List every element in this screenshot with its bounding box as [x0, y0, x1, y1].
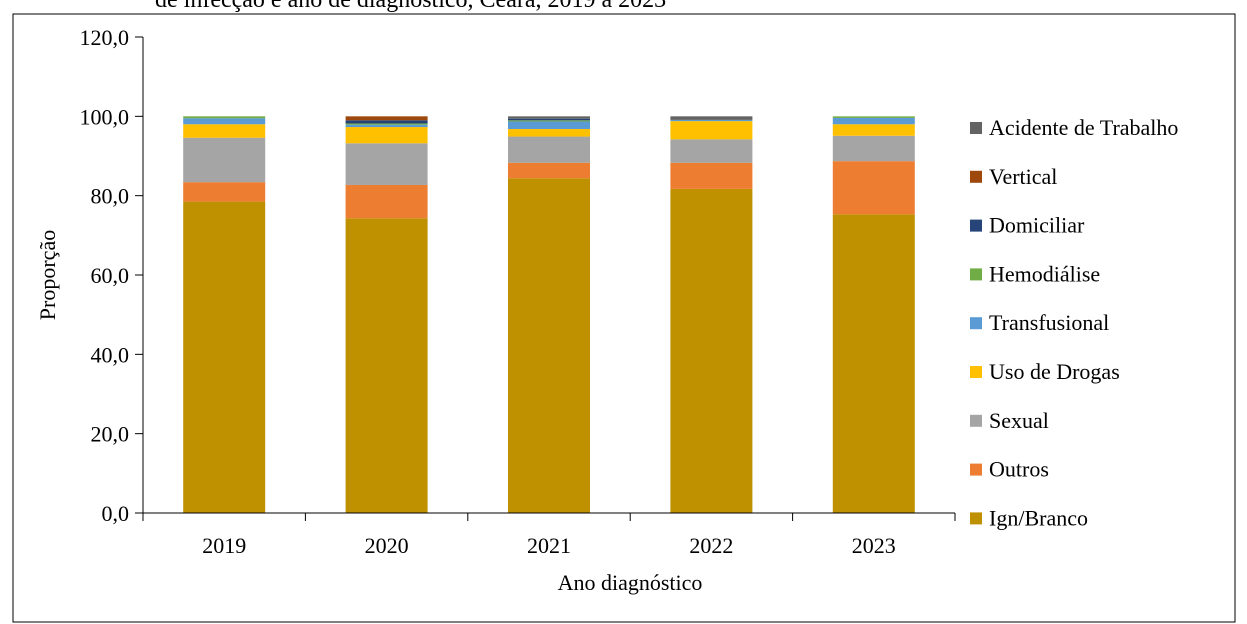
- x-tick-label: 2020: [365, 533, 409, 558]
- y-ticks-group: 0,0 20,0 40,0 60,0 80,0 100,0 120,0: [80, 25, 143, 526]
- bar-segment-transfusional-2021: [508, 121, 590, 130]
- bar-segment-hemodialise-2019: [183, 116, 266, 119]
- bar-segment-domiciliar-2020: [345, 120, 428, 124]
- bar-segment-vertical-2020: [345, 116, 428, 121]
- legend-swatch-outros: [970, 463, 982, 476]
- y-tick-label: 100,0: [80, 104, 130, 129]
- bar-segment-sexual-2022: [670, 139, 753, 163]
- y-axis-title: Proporção: [35, 230, 60, 320]
- bar-segment-uso-de-drogas-2020: [345, 127, 428, 144]
- legend-swatch-acidente-de-trabalho: [970, 122, 982, 134]
- y-tick-label: 40,0: [91, 342, 130, 367]
- bar-segment-sexual-2019: [183, 137, 266, 183]
- y-tick-label: 80,0: [91, 184, 130, 209]
- bar-segment-transfusional-2022: [670, 119, 753, 122]
- y-tick-label: 120,0: [80, 25, 130, 50]
- bar-segment-acidente-de-trabalho-2022: [670, 116, 753, 120]
- bar-segment-hemodialise-2020: [345, 123, 428, 125]
- x-tick-label: 2022: [689, 533, 733, 558]
- bar-segment-domiciliar-2021: [508, 118, 590, 121]
- legend-label-sexual: Sexual: [989, 408, 1049, 433]
- bar-segment-uso-de-drogas-2022: [670, 121, 753, 140]
- x-axis-title: Ano diagnóstico: [558, 570, 703, 595]
- bar-segment-uso-de-drogas-2019: [183, 124, 266, 138]
- legend-label-acidente-de-trabalho: Acidente de Trabalho: [989, 115, 1178, 140]
- legend-swatch-vertical: [970, 170, 982, 183]
- legend-swatch-transfusional: [970, 317, 982, 330]
- legend-label-hemodialise: Hemodiálise: [989, 261, 1100, 286]
- bar-segment-outros-2020: [345, 184, 428, 219]
- legend-swatch-sexual: [970, 414, 982, 427]
- legend: Acidente de Trabalho Vertical Domiciliar He…: [970, 115, 1178, 530]
- bar-segment-ign-branco-2022: [670, 188, 753, 513]
- legend-label-ign-branco: Ign/Branco: [989, 505, 1088, 530]
- legend-label-domiciliar: Domiciliar: [989, 213, 1085, 238]
- x-tick-label: 2021: [527, 533, 571, 558]
- bar-segment-outros-2021: [508, 162, 590, 179]
- legend-swatch-uso-de-drogas: [970, 366, 982, 378]
- bar-segment-transfusional-2019: [183, 118, 266, 125]
- x-tick-label: 2023: [852, 533, 896, 558]
- bar-segment-sexual-2023: [832, 135, 915, 162]
- bar-segment-outros-2022: [670, 162, 753, 189]
- legend-label-outros: Outros: [989, 457, 1049, 482]
- bar-segment-sexual-2020: [345, 143, 428, 185]
- bar-segment-hemodialise-2021: [508, 120, 590, 122]
- bar-segment-hemodialise-2023: [832, 116, 915, 118]
- x-tick-label: 2019: [202, 533, 246, 558]
- bar-segment-outros-2019: [183, 182, 266, 202]
- chart-frame: [12, 13, 1236, 623]
- bar-segment-uso-de-drogas-2021: [508, 129, 590, 137]
- legend-label-transfusional: Transfusional: [989, 310, 1109, 335]
- chart-title-partial: de infecção e ano de diagnóstico, Ceará,…: [155, 0, 667, 13]
- legend-label-vertical: Vertical: [989, 164, 1057, 189]
- y-tick-label: 20,0: [91, 422, 130, 447]
- legend-swatch-hemodialise: [970, 268, 982, 281]
- legend-swatch-domiciliar: [970, 219, 982, 232]
- bar-segment-ign-branco-2019: [183, 201, 266, 513]
- legend-label-uso-de-drogas: Uso de Drogas: [989, 359, 1120, 384]
- bar-segment-ign-branco-2020: [345, 218, 428, 513]
- bar-segment-outros-2023: [832, 161, 915, 215]
- x-ticks-group: 2019 2020 2021 2022 2023: [142, 513, 956, 558]
- bar-segment-sexual-2021: [508, 136, 590, 163]
- bar-segment-ign-branco-2023: [832, 214, 915, 513]
- bar-segment-ign-branco-2021: [508, 178, 590, 514]
- bar-segment-uso-de-drogas-2023: [832, 124, 915, 136]
- bar-segment-transfusional-2023: [832, 117, 915, 125]
- bar-segment-acidente-de-trabalho-2021: [508, 116, 590, 119]
- y-tick-label: 60,0: [91, 263, 130, 288]
- bars-group: [183, 116, 915, 514]
- bar-segment-transfusional-2020: [345, 124, 428, 128]
- legend-swatch-ign-branco: [970, 512, 982, 525]
- y-tick-label: 0,0: [102, 501, 130, 526]
